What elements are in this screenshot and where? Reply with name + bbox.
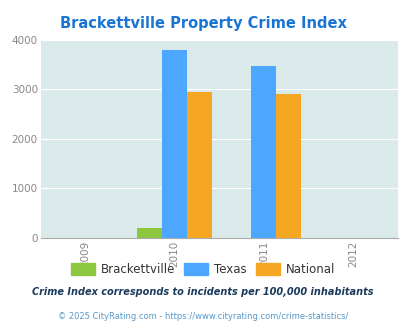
Bar — [162, 50, 187, 238]
Text: © 2025 CityRating.com - https://www.cityrating.com/crime-statistics/: © 2025 CityRating.com - https://www.city… — [58, 312, 347, 321]
Text: Crime Index corresponds to incidents per 100,000 inhabitants: Crime Index corresponds to incidents per… — [32, 287, 373, 297]
Bar — [137, 228, 162, 238]
Bar — [276, 94, 301, 238]
Bar — [187, 92, 211, 238]
Legend: Brackettville, Texas, National: Brackettville, Texas, National — [66, 258, 339, 281]
Bar — [251, 66, 276, 238]
Text: Brackettville Property Crime Index: Brackettville Property Crime Index — [60, 16, 345, 31]
